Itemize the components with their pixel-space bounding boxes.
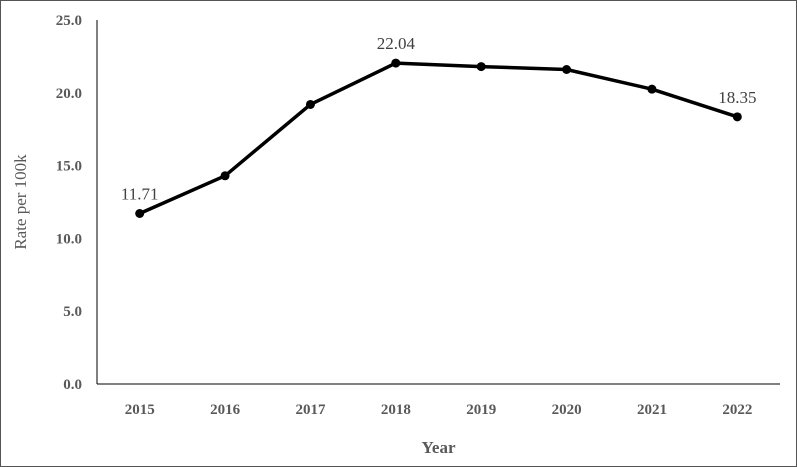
data-label: 11.71 (121, 185, 159, 204)
data-point (220, 171, 230, 181)
y-tick-label: 5.0 (63, 304, 82, 320)
data-point (135, 209, 145, 219)
data-label: 18.35 (718, 88, 756, 107)
data-label: 22.04 (377, 34, 416, 53)
axes (96, 20, 780, 385)
data-point (305, 99, 315, 109)
data-point (562, 65, 572, 75)
data-point (476, 62, 486, 72)
y-axis-title: Rate per 100k (11, 154, 30, 250)
data-point (732, 112, 742, 122)
series (135, 58, 742, 219)
x-axis-title: Year (422, 438, 456, 457)
y-tick-label: 25.0 (56, 13, 82, 29)
x-tick-label: 2020 (552, 402, 582, 418)
x-tick-label: 2022 (722, 402, 752, 418)
x-tick-label: 2021 (637, 402, 667, 418)
y-tick-label: 10.0 (56, 231, 82, 247)
x-tick-label: 2016 (210, 402, 241, 418)
y-tick-label: 0.0 (63, 377, 82, 393)
x-tick-label: 2015 (125, 402, 155, 418)
y-tick-label: 20.0 (56, 86, 82, 102)
x-tick-label: 2017 (295, 402, 326, 418)
y-tick-labels: 0.0 5.0 10.0 15.0 20.0 25.0 (56, 13, 82, 393)
x-tick-labels: 2015 2016 2017 2018 2019 2020 2021 2022 (125, 402, 753, 418)
y-tick-label: 15.0 (56, 159, 82, 175)
series-line (138, 61, 738, 216)
data-point (647, 84, 657, 94)
x-tick-label: 2019 (466, 402, 496, 418)
data-labels: 11.71 22.04 18.35 (121, 34, 757, 203)
x-tick-label: 2018 (381, 402, 411, 418)
data-point (391, 58, 401, 68)
